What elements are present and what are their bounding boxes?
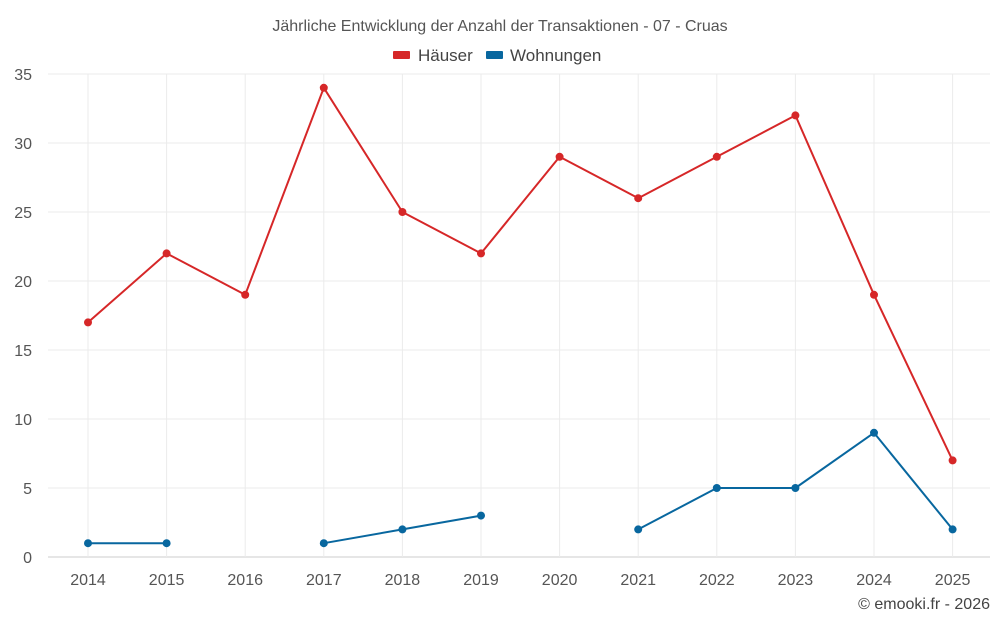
y-tick-label: 0 xyxy=(23,550,32,567)
x-tick-label: 2018 xyxy=(385,572,421,589)
x-tick-label: 2019 xyxy=(463,572,499,589)
x-tick-label: 2016 xyxy=(227,572,263,589)
x-tick-label: 2015 xyxy=(149,572,185,589)
data-point[interactable] xyxy=(712,152,721,161)
data-point[interactable] xyxy=(398,525,407,534)
x-tick-label: 2025 xyxy=(935,572,971,589)
chart-title: Jährliche Entwicklung der Anzahl der Tra… xyxy=(272,18,727,35)
data-point[interactable] xyxy=(791,484,800,492)
data-point[interactable] xyxy=(162,249,171,258)
legend-label: Häuser xyxy=(418,46,473,65)
data-point[interactable] xyxy=(634,525,643,534)
legend-swatch xyxy=(393,51,410,59)
data-point[interactable] xyxy=(319,539,328,548)
legend: Häuser Wohnungen xyxy=(393,46,601,65)
y-tick-label: 25 xyxy=(14,205,32,222)
data-point[interactable] xyxy=(870,290,878,299)
legend-item[interactable]: Häuser xyxy=(393,46,473,65)
y-tick-label: 10 xyxy=(14,412,32,429)
y-tick-label: 15 xyxy=(14,343,32,360)
x-tick-label: 2017 xyxy=(306,572,342,589)
credit-text: © emooki.fr - 2026 xyxy=(858,596,990,613)
data-point[interactable] xyxy=(791,111,800,120)
data-point[interactable] xyxy=(162,539,171,548)
data-point[interactable] xyxy=(241,290,250,299)
series-haeuser xyxy=(84,83,957,465)
x-tick-label: 2022 xyxy=(699,572,735,589)
data-point[interactable] xyxy=(84,318,92,327)
y-tick-label: 20 xyxy=(14,274,32,291)
data-point[interactable] xyxy=(634,194,643,203)
series-layer xyxy=(84,83,957,548)
x-tick-label: 2014 xyxy=(70,572,106,589)
legend-swatch xyxy=(486,51,503,59)
grid xyxy=(48,73,990,558)
data-point[interactable] xyxy=(477,511,485,520)
x-tick-label: 2020 xyxy=(542,572,578,589)
data-point[interactable] xyxy=(948,525,957,534)
x-tick-label: 2021 xyxy=(620,572,656,589)
data-point[interactable] xyxy=(870,428,878,437)
x-tick-label: 2024 xyxy=(856,572,892,589)
data-point[interactable] xyxy=(398,208,407,216)
y-tick-label: 5 xyxy=(23,481,32,498)
data-point[interactable] xyxy=(477,249,485,258)
y-tick-label: 30 xyxy=(14,136,32,153)
series-wohnungen xyxy=(84,428,957,548)
series-line xyxy=(87,86,954,461)
data-point[interactable] xyxy=(948,456,957,465)
data-point[interactable] xyxy=(712,484,721,492)
legend-label: Wohnungen xyxy=(510,46,601,65)
y-tick-label: 35 xyxy=(14,67,32,84)
data-point[interactable] xyxy=(84,539,92,548)
x-tick-label: 2023 xyxy=(778,572,814,589)
data-point[interactable] xyxy=(319,83,328,92)
legend-item[interactable]: Wohnungen xyxy=(486,46,601,65)
data-point[interactable] xyxy=(555,152,564,161)
